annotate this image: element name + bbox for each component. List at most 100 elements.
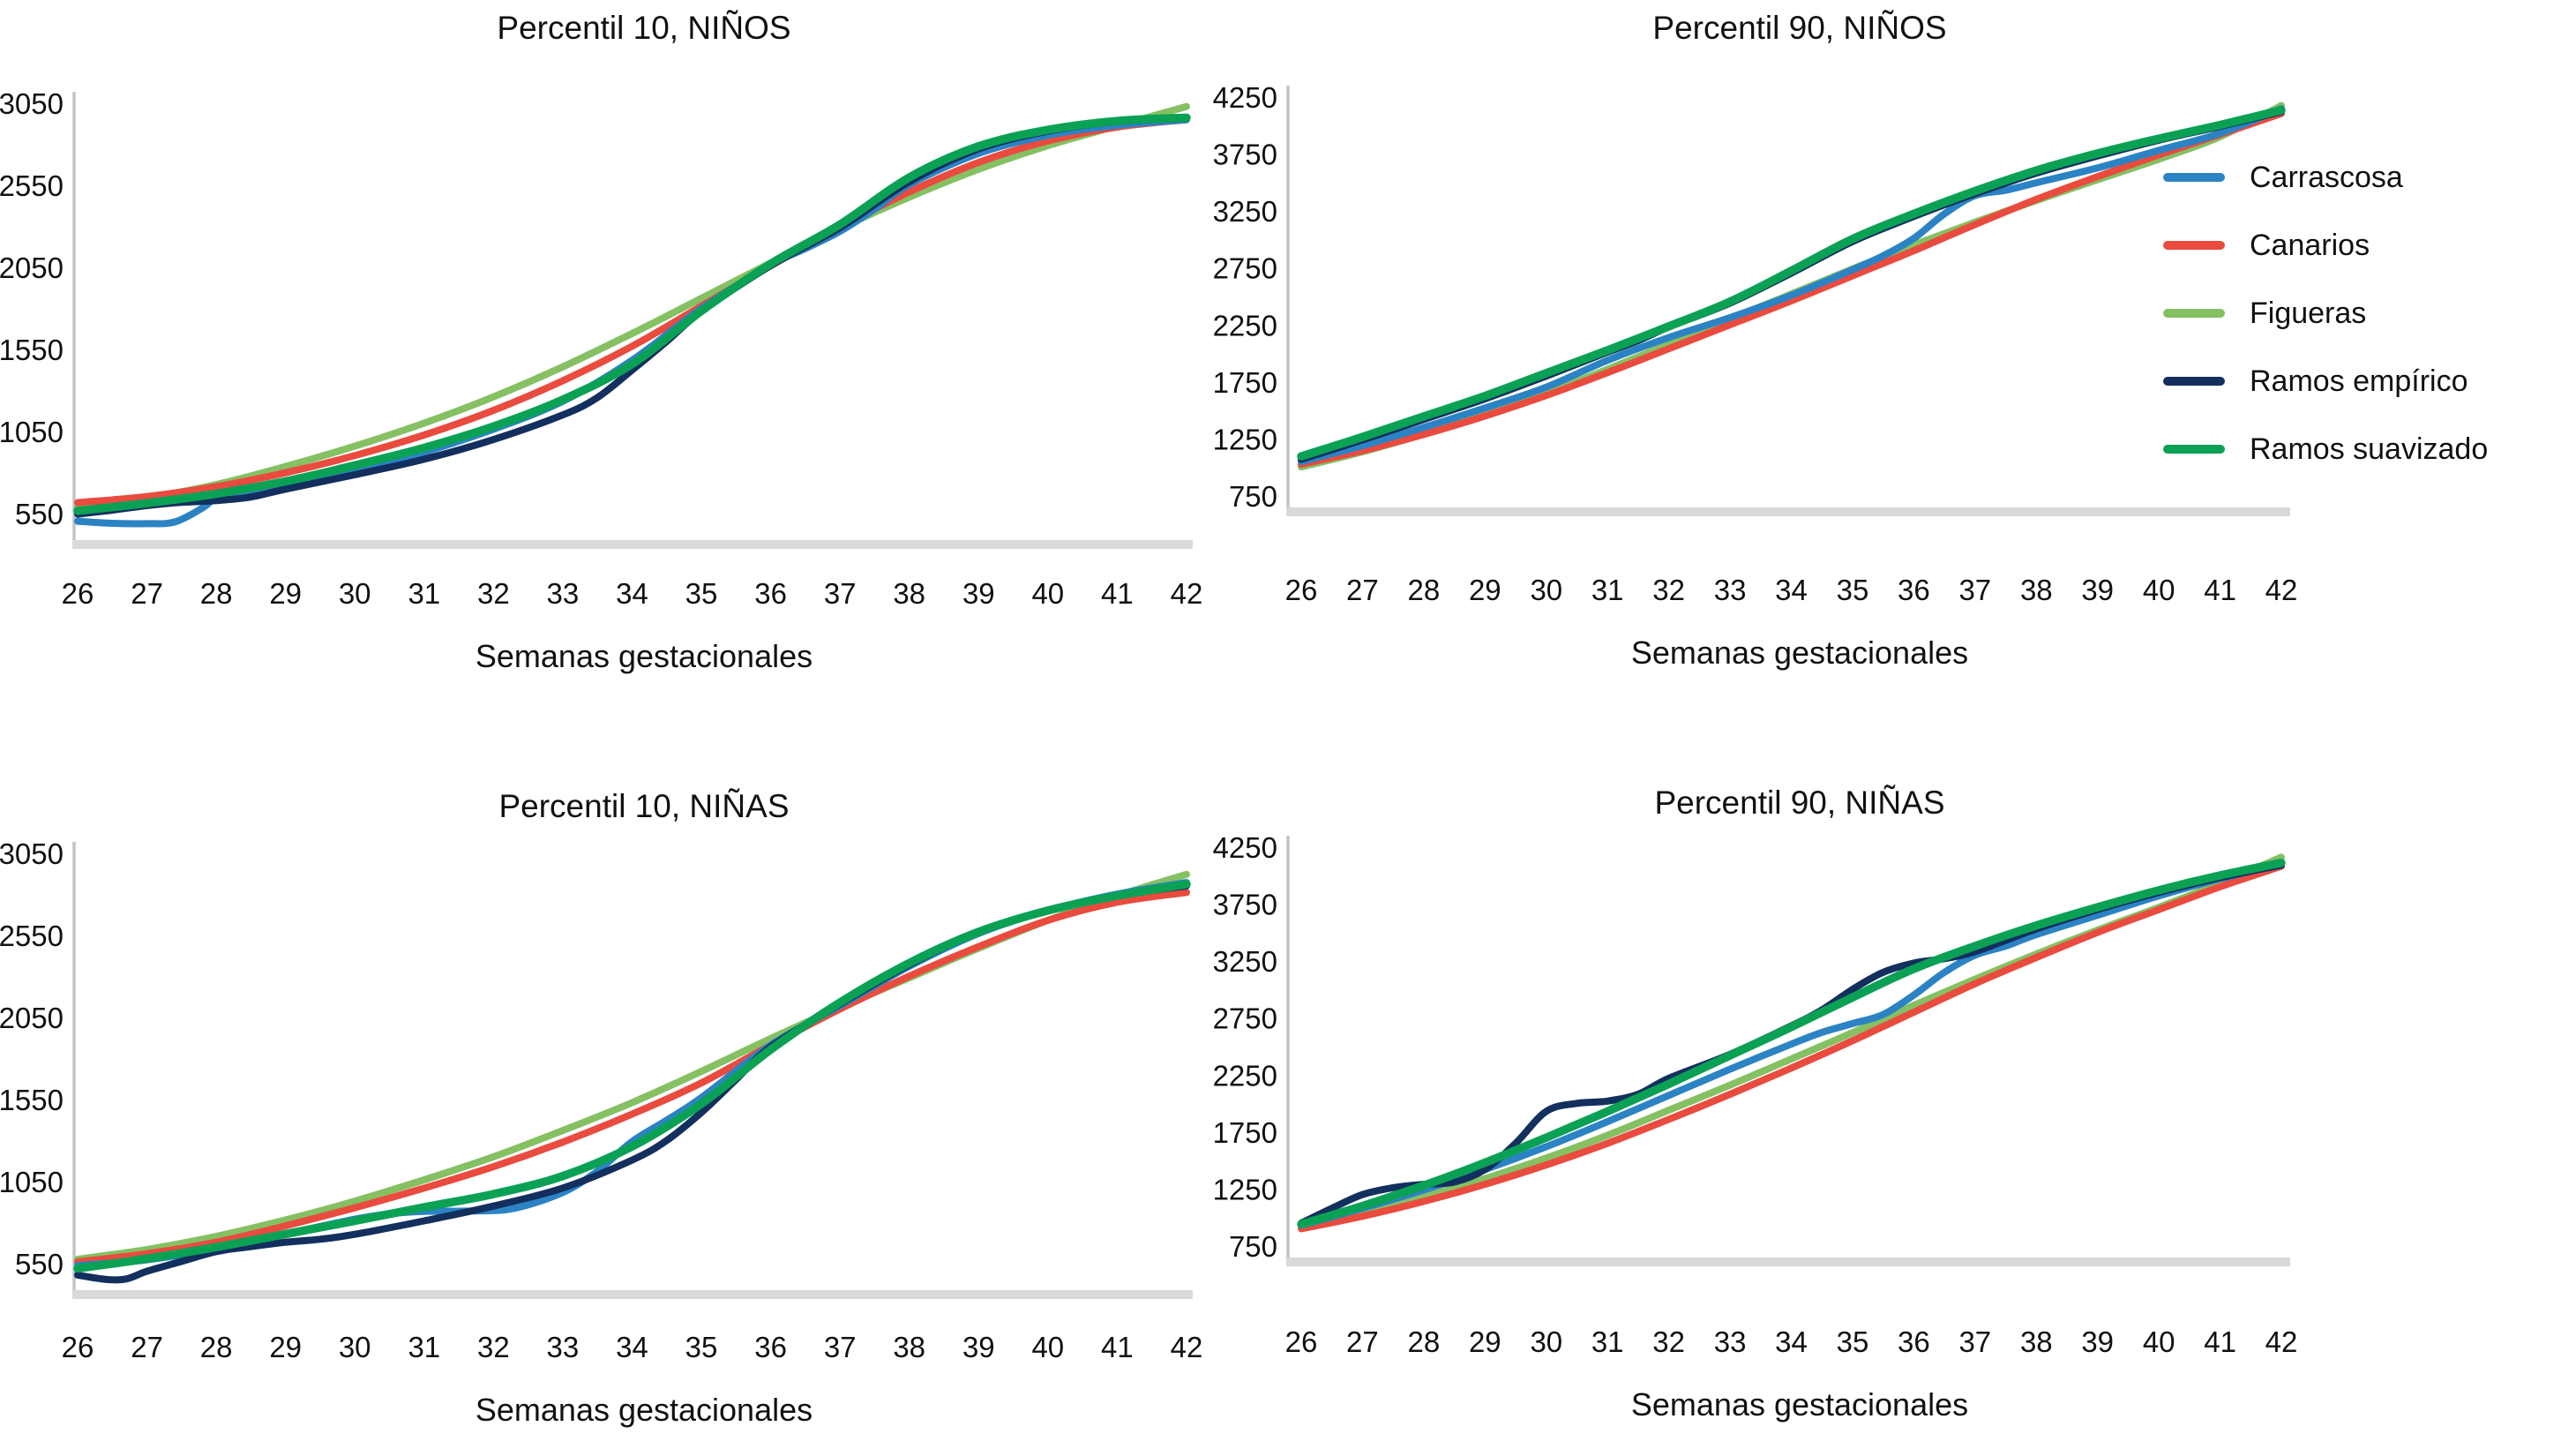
x-tick-label: 40 bbox=[1031, 1331, 1064, 1363]
x-tick-label: 30 bbox=[339, 1331, 371, 1363]
x-tick-label: 37 bbox=[824, 577, 857, 610]
x-tick-label: 33 bbox=[547, 577, 580, 610]
x-tick-label: 40 bbox=[2143, 1325, 2175, 1358]
x-tick-label: 28 bbox=[1408, 574, 1441, 606]
legend-item-figueras: Figueras bbox=[2163, 291, 2488, 335]
x-tick-label: 34 bbox=[1775, 574, 1808, 606]
x-tick-label: 38 bbox=[893, 1331, 925, 1363]
x-tick-label: 36 bbox=[1898, 1325, 1930, 1358]
y-tick-label: 1750 bbox=[1213, 1116, 1277, 1149]
x-tick-label: 37 bbox=[1958, 1325, 1991, 1358]
legend-label-ramos_suavizado: Ramos suavizado bbox=[2250, 432, 2489, 466]
y-tick-label: 3050 bbox=[0, 87, 64, 120]
x-tick-label: 30 bbox=[339, 577, 371, 610]
y-tick-label: 550 bbox=[15, 498, 64, 530]
y-tick-label: 2550 bbox=[0, 920, 64, 952]
y-tick-label: 2250 bbox=[1213, 309, 1277, 342]
chart-title-p10-ninas: Percentil 10, NIÑAS bbox=[498, 788, 789, 824]
x-tick-label: 26 bbox=[1285, 1325, 1318, 1358]
x-tick-label: 41 bbox=[2204, 1325, 2236, 1358]
y-tick-label: 2750 bbox=[1213, 252, 1277, 285]
legend-item-ramos_suavizado: Ramos suavizado bbox=[2163, 427, 2488, 471]
x-tick-label: 30 bbox=[1530, 1325, 1562, 1358]
y-tick-label: 1550 bbox=[0, 334, 64, 366]
chart-title-p90-ninos: Percentil 90, NIÑOS bbox=[1652, 10, 1946, 46]
chart-p10-ninos: Percentil 10, NIÑOS 550 1050 1550 2050 2550 30… bbox=[0, 10, 1202, 674]
y-tick-label: 2750 bbox=[1213, 1002, 1277, 1035]
legend-swatch-canarios bbox=[2163, 241, 2225, 250]
x-tick-label: 29 bbox=[269, 577, 302, 610]
x-axis-title: Semanas gestacionales bbox=[1631, 1386, 1968, 1423]
x-tick-label: 27 bbox=[131, 1331, 163, 1363]
legend-item-ramos_empirico: Ramos empírico bbox=[2163, 359, 2488, 403]
y-tick-label: 750 bbox=[1229, 480, 1277, 513]
y-tick-label: 4250 bbox=[1213, 81, 1277, 114]
x-tick-label: 40 bbox=[2143, 574, 2175, 606]
series-ramos_suavizado bbox=[1297, 858, 2286, 1229]
x-tick-label: 42 bbox=[1171, 1331, 1203, 1363]
x-tick-label: 26 bbox=[62, 577, 94, 610]
y-tick-label: 1250 bbox=[1213, 424, 1277, 456]
x-tick-label: 32 bbox=[477, 577, 510, 610]
x-tick-label: 26 bbox=[62, 1331, 94, 1363]
y-tick-label: 1750 bbox=[1213, 366, 1277, 399]
x-tick-label: 32 bbox=[477, 1331, 510, 1363]
x-tick-label: 33 bbox=[1714, 1325, 1747, 1358]
series-canarios bbox=[1298, 109, 2285, 469]
y-tick-label: 2250 bbox=[1213, 1059, 1277, 1092]
legend-label-carrascosa: Carrascosa bbox=[2250, 161, 2403, 194]
series-canarios bbox=[74, 889, 1190, 1265]
x-axis-title: Semanas gestacionales bbox=[476, 638, 812, 674]
x-tick-label: 36 bbox=[1898, 574, 1930, 606]
y-tick-label: 1050 bbox=[0, 1166, 64, 1198]
x-tick-label: 38 bbox=[2020, 1325, 2053, 1358]
x-tick-label: 36 bbox=[754, 577, 787, 610]
legend: Carrascosa Canarios Figueras Ramos empírico… bbox=[2163, 155, 2488, 495]
legend-swatch-ramos_suavizado bbox=[2163, 445, 2225, 454]
x-tick-label: 39 bbox=[2081, 574, 2114, 606]
y-tick-label: 550 bbox=[15, 1248, 64, 1280]
x-tick-label: 31 bbox=[1591, 574, 1624, 606]
x-tick-label: 27 bbox=[131, 577, 163, 610]
legend-swatch-carrascosa bbox=[2163, 173, 2225, 182]
y-tick-label: 3750 bbox=[1213, 139, 1277, 171]
x-tick-label: 35 bbox=[1837, 574, 1869, 606]
legend-label-ramos_empirico: Ramos empírico bbox=[2250, 364, 2468, 398]
series-ramos_suavizado bbox=[73, 880, 1191, 1273]
series-carrascosa bbox=[74, 879, 1190, 1270]
x-axis-title: Semanas gestacionales bbox=[1631, 634, 1968, 671]
series-ramos_empirico bbox=[74, 115, 1190, 518]
legend-item-canarios: Canarios bbox=[2163, 223, 2488, 267]
y-tick-label: 1550 bbox=[0, 1084, 64, 1116]
series-ramos_suavizado bbox=[73, 113, 1191, 515]
x-axis-title: Semanas gestacionales bbox=[476, 1392, 812, 1428]
x-tick-label: 37 bbox=[824, 1331, 857, 1363]
legend-swatch-figueras bbox=[2163, 309, 2225, 318]
chart-title-p90-ninas: Percentil 90, NIÑAS bbox=[1654, 785, 1944, 821]
x-tick-label: 40 bbox=[1031, 577, 1064, 610]
x-tick-label: 39 bbox=[2081, 1325, 2114, 1358]
series-ramos_empirico bbox=[74, 882, 1190, 1284]
legend-swatch-ramos_empirico bbox=[2163, 377, 2225, 386]
x-tick-label: 28 bbox=[200, 1331, 233, 1363]
y-tick-label: 2550 bbox=[0, 169, 64, 202]
chart-p90-ninas: Percentil 90, NIÑAS 750 1250 1750 2250 2750 32… bbox=[1213, 785, 2298, 1423]
y-tick-label: 4250 bbox=[1213, 831, 1277, 864]
x-tick-label: 31 bbox=[408, 1331, 440, 1363]
x-tick-label: 38 bbox=[2020, 574, 2053, 606]
x-tick-label: 35 bbox=[685, 1331, 718, 1363]
chart-title-p10-ninos: Percentil 10, NIÑOS bbox=[497, 10, 790, 46]
x-tick-label: 41 bbox=[1101, 577, 1134, 610]
x-tick-label: 32 bbox=[1652, 574, 1685, 606]
y-tick-label: 1250 bbox=[1213, 1174, 1277, 1206]
x-tick-label: 42 bbox=[2265, 1325, 2298, 1358]
x-tick-label: 34 bbox=[616, 1331, 648, 1363]
series-carrascosa bbox=[74, 116, 1190, 528]
legend-label-figueras: Figueras bbox=[2250, 297, 2367, 330]
y-tick-label: 2050 bbox=[0, 252, 64, 284]
x-tick-label: 28 bbox=[200, 577, 233, 610]
x-tick-label: 39 bbox=[962, 577, 995, 610]
x-tick-label: 33 bbox=[547, 1331, 580, 1363]
